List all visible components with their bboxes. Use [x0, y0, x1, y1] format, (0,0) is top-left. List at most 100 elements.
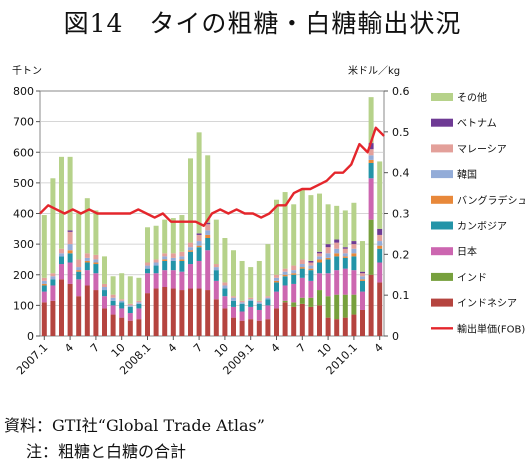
bar-segment — [84, 270, 90, 286]
bar-segment — [334, 248, 340, 254]
bar-segment — [291, 274, 297, 284]
bar-segment — [102, 308, 107, 336]
y2-tick-label: 0.1 — [392, 289, 410, 302]
bar-segment — [325, 204, 331, 245]
bar-segment — [351, 270, 357, 295]
bar-segment — [110, 276, 116, 295]
bar-segment — [93, 264, 99, 274]
bar-segment — [325, 317, 331, 337]
bar-segment — [248, 300, 254, 307]
bar-segment — [222, 238, 228, 283]
y2-tick-label: 0 — [392, 330, 399, 343]
bar-segment — [145, 227, 150, 263]
bar-segment — [325, 296, 331, 318]
bar-segment — [368, 159, 374, 163]
bar-segment — [136, 300, 142, 303]
bar-segment — [50, 178, 56, 274]
bar-segment — [196, 234, 202, 242]
y2-tick-label: 0.5 — [392, 126, 410, 139]
bar-segment — [334, 319, 340, 336]
bar-segment — [110, 314, 116, 336]
bar-segment — [196, 260, 202, 289]
bar-segment — [265, 297, 271, 300]
bar-segment — [41, 277, 47, 281]
bar-segment — [67, 231, 73, 245]
bar-segment — [41, 302, 47, 336]
bar-segment — [256, 260, 262, 301]
bar-segment — [334, 242, 340, 249]
bar-segment — [299, 267, 305, 269]
bar-segment — [368, 97, 374, 144]
note-text: 注：粗糖と白糖の合計 — [26, 442, 187, 461]
bar-segment — [291, 273, 297, 275]
bar-segment — [205, 238, 211, 251]
x-tick-label: 4 — [268, 341, 282, 355]
bar-segment — [205, 290, 211, 336]
bar-segment — [282, 302, 288, 336]
x-tick-label: 7 — [294, 341, 308, 355]
bar-segment — [110, 294, 116, 298]
bar-segment — [265, 319, 271, 336]
bar-segment — [222, 308, 228, 336]
bar-segment — [351, 294, 357, 315]
bar-segment — [93, 259, 99, 263]
bar-segment — [308, 306, 314, 336]
legend-swatch — [431, 247, 453, 256]
bar-segment — [299, 297, 305, 304]
bar-segment — [351, 248, 357, 254]
bar-segment — [377, 248, 383, 263]
bar-segment — [342, 317, 348, 337]
bar-segment — [265, 296, 271, 298]
bar-segment — [360, 309, 365, 336]
bar-segment — [153, 288, 159, 336]
bar-segment — [205, 250, 211, 291]
x-tick-label: 10 — [315, 341, 334, 360]
bar-segment — [368, 155, 374, 160]
bar-segment — [239, 300, 245, 303]
bar-segment — [76, 259, 82, 268]
bar-segment — [205, 222, 211, 225]
bar-segment — [145, 293, 150, 337]
bar-segment — [67, 253, 73, 263]
y2-tick-label: 0.4 — [392, 167, 410, 180]
bar-segment — [93, 210, 99, 255]
bar-segment — [377, 241, 383, 246]
bar-segment — [196, 132, 202, 234]
bar-segment — [119, 273, 125, 300]
bar-segment — [291, 270, 297, 274]
bar-segment — [41, 280, 47, 284]
bar-segment — [127, 320, 133, 336]
bar-segment — [127, 276, 133, 304]
bar-segment — [76, 296, 82, 336]
x-tick-label: 10 — [212, 341, 231, 360]
bar-segment — [170, 253, 176, 258]
bar-segment — [136, 302, 142, 304]
bar-segment — [360, 241, 365, 272]
bar-segment — [334, 294, 340, 320]
bar-segment — [308, 262, 314, 266]
bar-segment — [342, 257, 348, 269]
bar-segment — [308, 260, 314, 263]
bar-segment — [368, 143, 374, 150]
bar-segment — [274, 280, 279, 283]
bar-segment — [102, 256, 107, 284]
bar-segment — [59, 156, 64, 249]
y2-tick-label: 0.3 — [392, 208, 410, 221]
bar-segment — [84, 260, 90, 263]
bar-segment — [153, 273, 159, 289]
bar-segment — [188, 288, 193, 336]
bar-segment — [377, 262, 383, 283]
bar-segment — [282, 300, 288, 303]
bar-segment — [213, 299, 219, 336]
bar-segment — [162, 287, 168, 336]
bar-segment — [291, 302, 297, 307]
bar-segment — [351, 314, 357, 336]
bar-segment — [308, 297, 314, 307]
bar-segment — [162, 270, 168, 287]
y-tick-label: 0 — [27, 330, 34, 343]
y-tick-label: 700 — [13, 116, 34, 129]
bar-segment — [351, 241, 357, 245]
bar-segment — [368, 274, 374, 336]
bar-segment — [41, 215, 47, 278]
bar-segment — [170, 257, 176, 261]
